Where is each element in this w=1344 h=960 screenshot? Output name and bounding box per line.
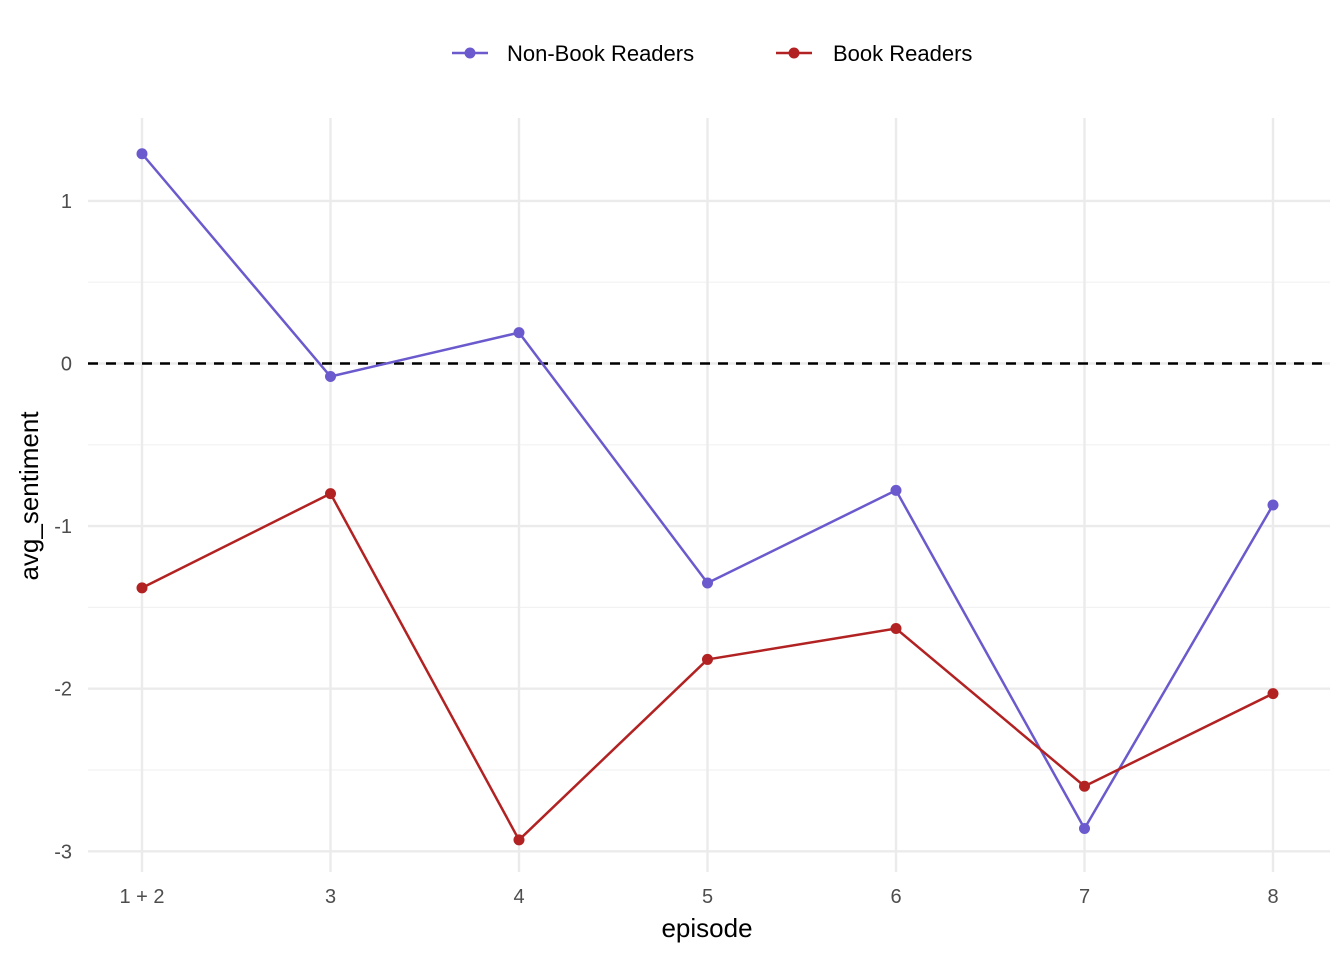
y-axis-title: avg_sentiment [14, 411, 44, 581]
data-point-non-book-readers [136, 148, 148, 160]
data-point-non-book-readers [1079, 823, 1090, 835]
data-point-non-book-readers [513, 327, 525, 339]
legend-item-non-book-readers: Non-Book Readers [452, 41, 694, 66]
series-non-book-readers [136, 148, 1279, 835]
data-point-book-readers [1267, 688, 1279, 700]
series-layer [136, 148, 1279, 846]
x-tick-label: 5 [702, 886, 713, 908]
data-point-book-readers [702, 653, 713, 665]
legend: Non-Book Readers Book Readers [452, 41, 972, 66]
data-point-book-readers [325, 488, 336, 500]
legend-item-book-readers: Book Readers [776, 41, 972, 66]
x-tick-label: 3 [325, 886, 336, 908]
y-tick-label: 1 [61, 191, 72, 213]
data-point-book-readers [1079, 780, 1090, 792]
x-tick-labels: 1 + 2 3 4 5 6 7 8 [119, 886, 1278, 908]
y-tick-label: 0 [61, 354, 72, 376]
y-tick-label: -1 [54, 516, 72, 538]
legend-key-point [464, 47, 476, 59]
grid-layer [88, 118, 1330, 872]
legend-key-point [788, 47, 800, 59]
legend-label-book-readers: Book Readers [833, 41, 972, 66]
series-book-readers [136, 488, 1279, 846]
x-tick-label: 6 [890, 886, 901, 908]
data-point-non-book-readers [702, 577, 713, 589]
legend-label-non-book-readers: Non-Book Readers [507, 41, 694, 66]
x-tick-label: 4 [513, 886, 524, 908]
x-axis-title: episode [661, 913, 752, 943]
y-tick-label: -3 [54, 841, 72, 863]
data-point-non-book-readers [890, 484, 902, 496]
data-point-book-readers [136, 582, 148, 594]
x-tick-label: 8 [1267, 886, 1278, 908]
y-tick-labels: -3 -2 -1 0 1 [54, 191, 72, 863]
data-point-non-book-readers [1267, 499, 1279, 511]
data-point-non-book-readers [325, 371, 336, 383]
x-tick-label: 1 + 2 [119, 886, 164, 908]
y-tick-label: -2 [54, 679, 72, 701]
x-tick-label: 7 [1079, 886, 1090, 908]
data-point-book-readers [513, 834, 525, 846]
data-point-book-readers [890, 623, 902, 635]
